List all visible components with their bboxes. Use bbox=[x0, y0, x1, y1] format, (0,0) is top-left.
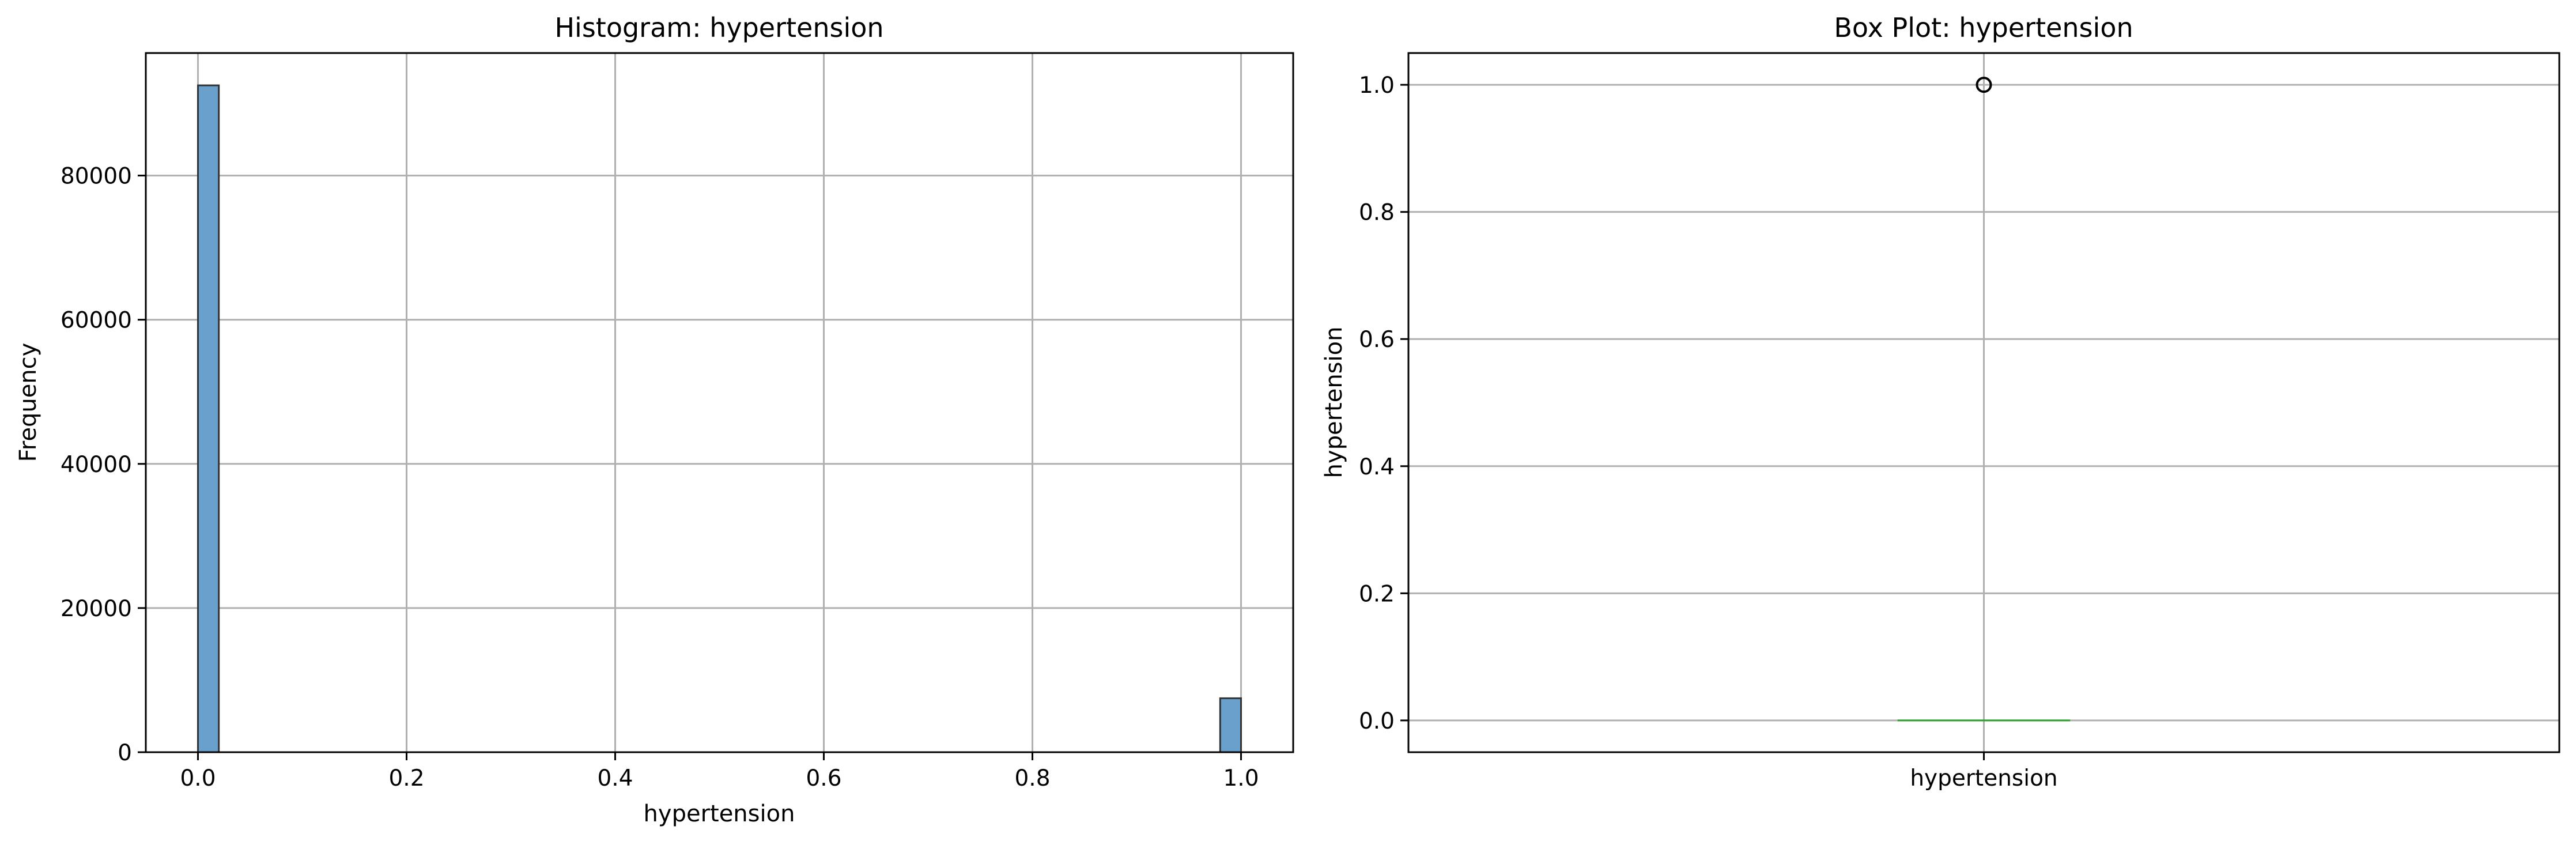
histogram-x-tick-label: 0.2 bbox=[388, 765, 424, 791]
boxplot-title: Box Plot: hypertension bbox=[1834, 12, 2133, 43]
boxplot-y-tick-label: 0.6 bbox=[1359, 327, 1395, 353]
histogram-grid bbox=[146, 53, 1293, 753]
histogram-x-axis-label: hypertension bbox=[644, 801, 795, 827]
boxplot-y-tick-label: 0.2 bbox=[1359, 581, 1395, 607]
boxplot-grid bbox=[1408, 53, 2559, 752]
histogram-plot-frame bbox=[145, 52, 1294, 753]
boxplot-y-axis-label: hypertension bbox=[1321, 327, 1347, 478]
histogram-x-tick-label: 0.0 bbox=[180, 765, 216, 791]
histogram-chart: Histogram: hypertension 0.0 0.2 0.4 0.6 0.8 1… bbox=[15, 12, 1294, 827]
boxplot-ticks: 0.0 0.2 0.4 0.6 0.8 1.0 hypertension bbox=[1359, 73, 2058, 791]
histogram-x-tick-label: 0.4 bbox=[597, 765, 633, 791]
boxplot-y-tick-label: 1.0 bbox=[1359, 73, 1395, 99]
histogram-bars bbox=[197, 84, 1242, 753]
histogram-y-tick-label: 20000 bbox=[61, 596, 132, 622]
histogram-bar bbox=[197, 84, 220, 753]
histogram-title: Histogram: hypertension bbox=[554, 12, 883, 43]
boxplot-plot-frame bbox=[1407, 52, 2560, 753]
boxplot-chart: Box Plot: hypertension 0.0 0.2 0.4 0.6 0.8 1.… bbox=[1321, 12, 2560, 791]
histogram-x-tick-label: 0.8 bbox=[1014, 765, 1050, 791]
histogram-y-tick-label: 40000 bbox=[61, 452, 132, 478]
boxplot-y-tick-label: 0.8 bbox=[1359, 200, 1395, 226]
boxplot-y-tick-label: 0.4 bbox=[1359, 454, 1395, 480]
histogram-x-tick-label: 1.0 bbox=[1223, 765, 1259, 791]
histogram-bar bbox=[1219, 697, 1242, 753]
boxplot-x-tick-label: hypertension bbox=[1910, 765, 2057, 791]
histogram-y-axis-label: Frequency bbox=[15, 343, 41, 462]
histogram-x-tick-label: 0.6 bbox=[806, 765, 841, 791]
histogram-y-tick-label: 60000 bbox=[61, 308, 132, 334]
histogram-y-tick-label: 0 bbox=[118, 740, 132, 766]
boxplot-marks bbox=[1897, 77, 2071, 722]
boxplot-outlier-point bbox=[1976, 77, 1992, 93]
histogram-ticks: 0.0 0.2 0.4 0.6 0.8 1.0 0 20000 40000 60000 80000 bbox=[61, 164, 1259, 791]
boxplot-y-tick-label: 0.0 bbox=[1359, 708, 1395, 734]
histogram-y-tick-label: 80000 bbox=[61, 164, 132, 190]
